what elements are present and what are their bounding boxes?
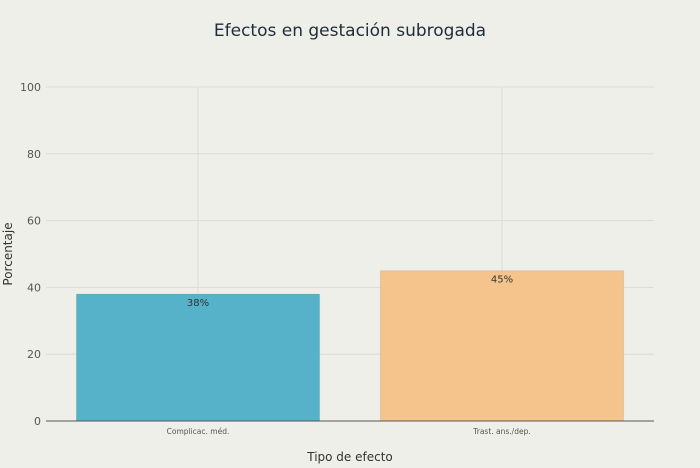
x-tick-label: Complicac. méd.	[167, 427, 230, 436]
axes: 0 20 40 60 80 100 Complicac. méd. Trast. ans./d…	[20, 81, 654, 436]
y-tick-label: 80	[27, 148, 41, 161]
y-axis-title: Porcentaje	[1, 222, 15, 285]
y-tick-label: 0	[34, 415, 41, 428]
bar-data-label: 45%	[491, 275, 513, 286]
x-tick-label: Trast. ans./dep.	[472, 427, 530, 436]
chart-title: Efectos en gestación subrogada	[214, 21, 486, 41]
bar	[379, 270, 625, 422]
y-tick-label: 60	[27, 215, 41, 228]
y-tick-label: 20	[27, 348, 41, 361]
bar-data-label: 38%	[187, 298, 209, 309]
y-tick-label: 40	[27, 281, 41, 294]
bar	[75, 293, 321, 422]
bars: 38% 45%	[75, 270, 625, 422]
y-tick-label: 100	[20, 81, 41, 94]
x-axis-title: Tipo de efecto	[306, 450, 393, 464]
